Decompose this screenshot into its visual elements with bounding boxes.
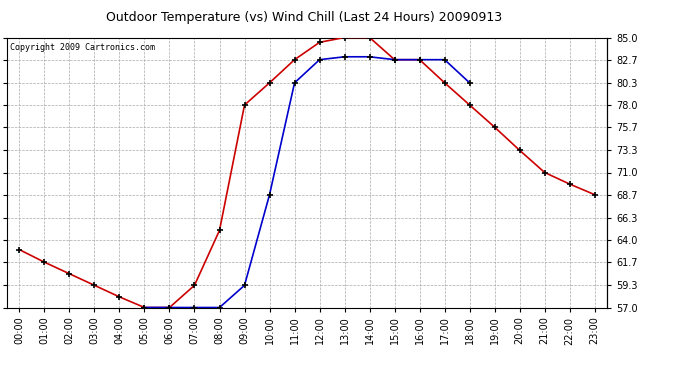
Text: Copyright 2009 Cartronics.com: Copyright 2009 Cartronics.com	[10, 43, 155, 52]
Text: Outdoor Temperature (vs) Wind Chill (Last 24 Hours) 20090913: Outdoor Temperature (vs) Wind Chill (Las…	[106, 11, 502, 24]
